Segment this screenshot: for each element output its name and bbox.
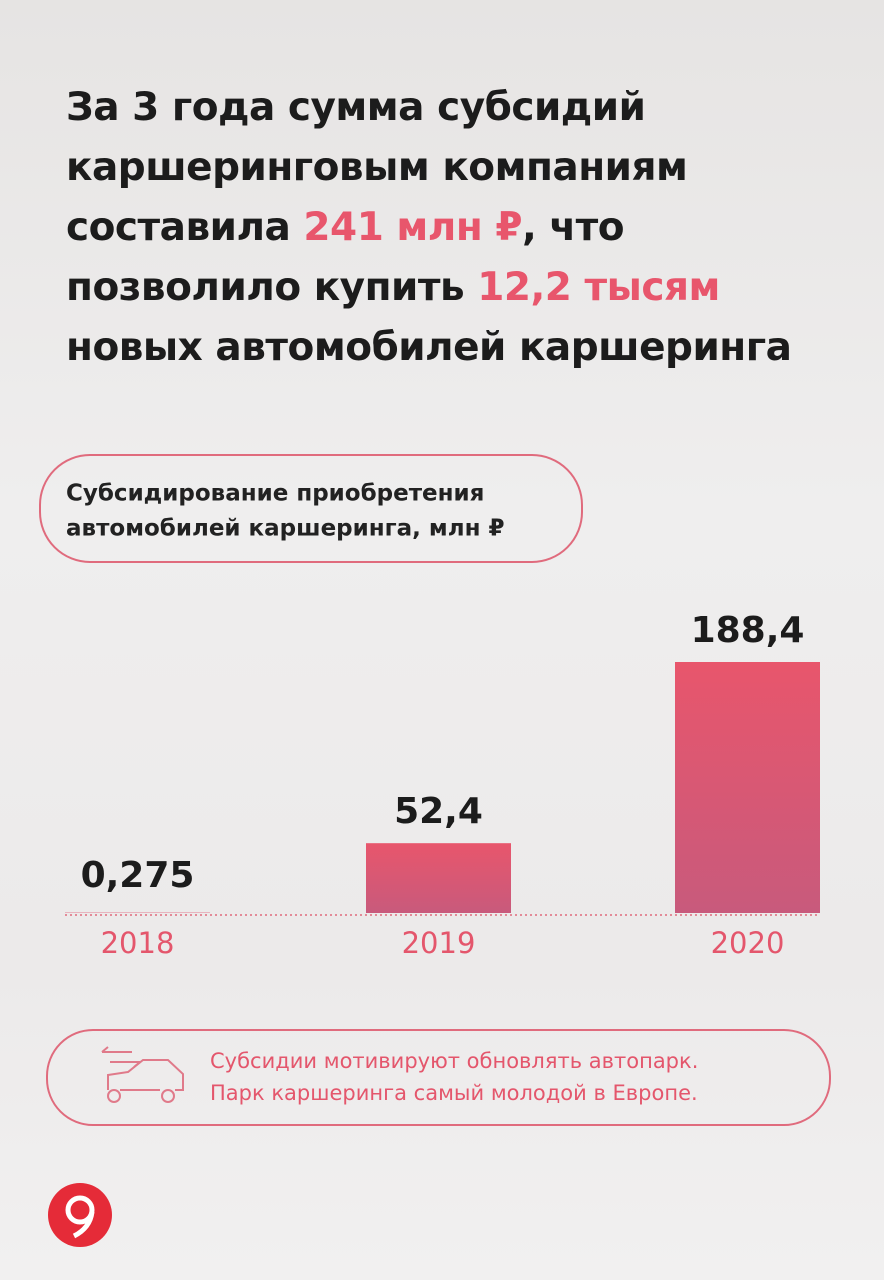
value-label: 188,4	[691, 610, 805, 651]
headline-part: 241 млн ₽	[303, 205, 523, 250]
bar	[675, 662, 820, 913]
headline-part: 12,2 тысям	[477, 265, 720, 310]
x-tick-label: 2019	[402, 926, 476, 960]
headline-part: новых автомобилей каршеринга	[66, 325, 792, 370]
chart-title: автомобилей каршеринга, млн ₽	[66, 516, 504, 542]
x-tick-label: 2018	[101, 926, 175, 960]
headline-part: За 3 года сумма субсидий каршеринговым к…	[66, 85, 688, 250]
bar	[366, 843, 511, 913]
note-line: Парк каршеринга самый молодой в Европе.	[210, 1081, 698, 1105]
title-box	[39, 454, 583, 563]
car-icon	[101, 1046, 184, 1103]
headline-part: , что позволило купить	[66, 205, 625, 310]
headline: За 3 года сумма субсидий каршеринговым к…	[66, 78, 866, 378]
note-box	[46, 1029, 831, 1126]
note-line: Субсидии мотивируют обновлять автопарк.	[210, 1049, 698, 1073]
value-label: 52,4	[394, 791, 483, 832]
value-label: 0,275	[81, 855, 195, 896]
chart-title: Субсидирование приобретения	[66, 481, 484, 507]
x-tick-label: 2020	[711, 926, 785, 960]
logo	[48, 1183, 112, 1247]
